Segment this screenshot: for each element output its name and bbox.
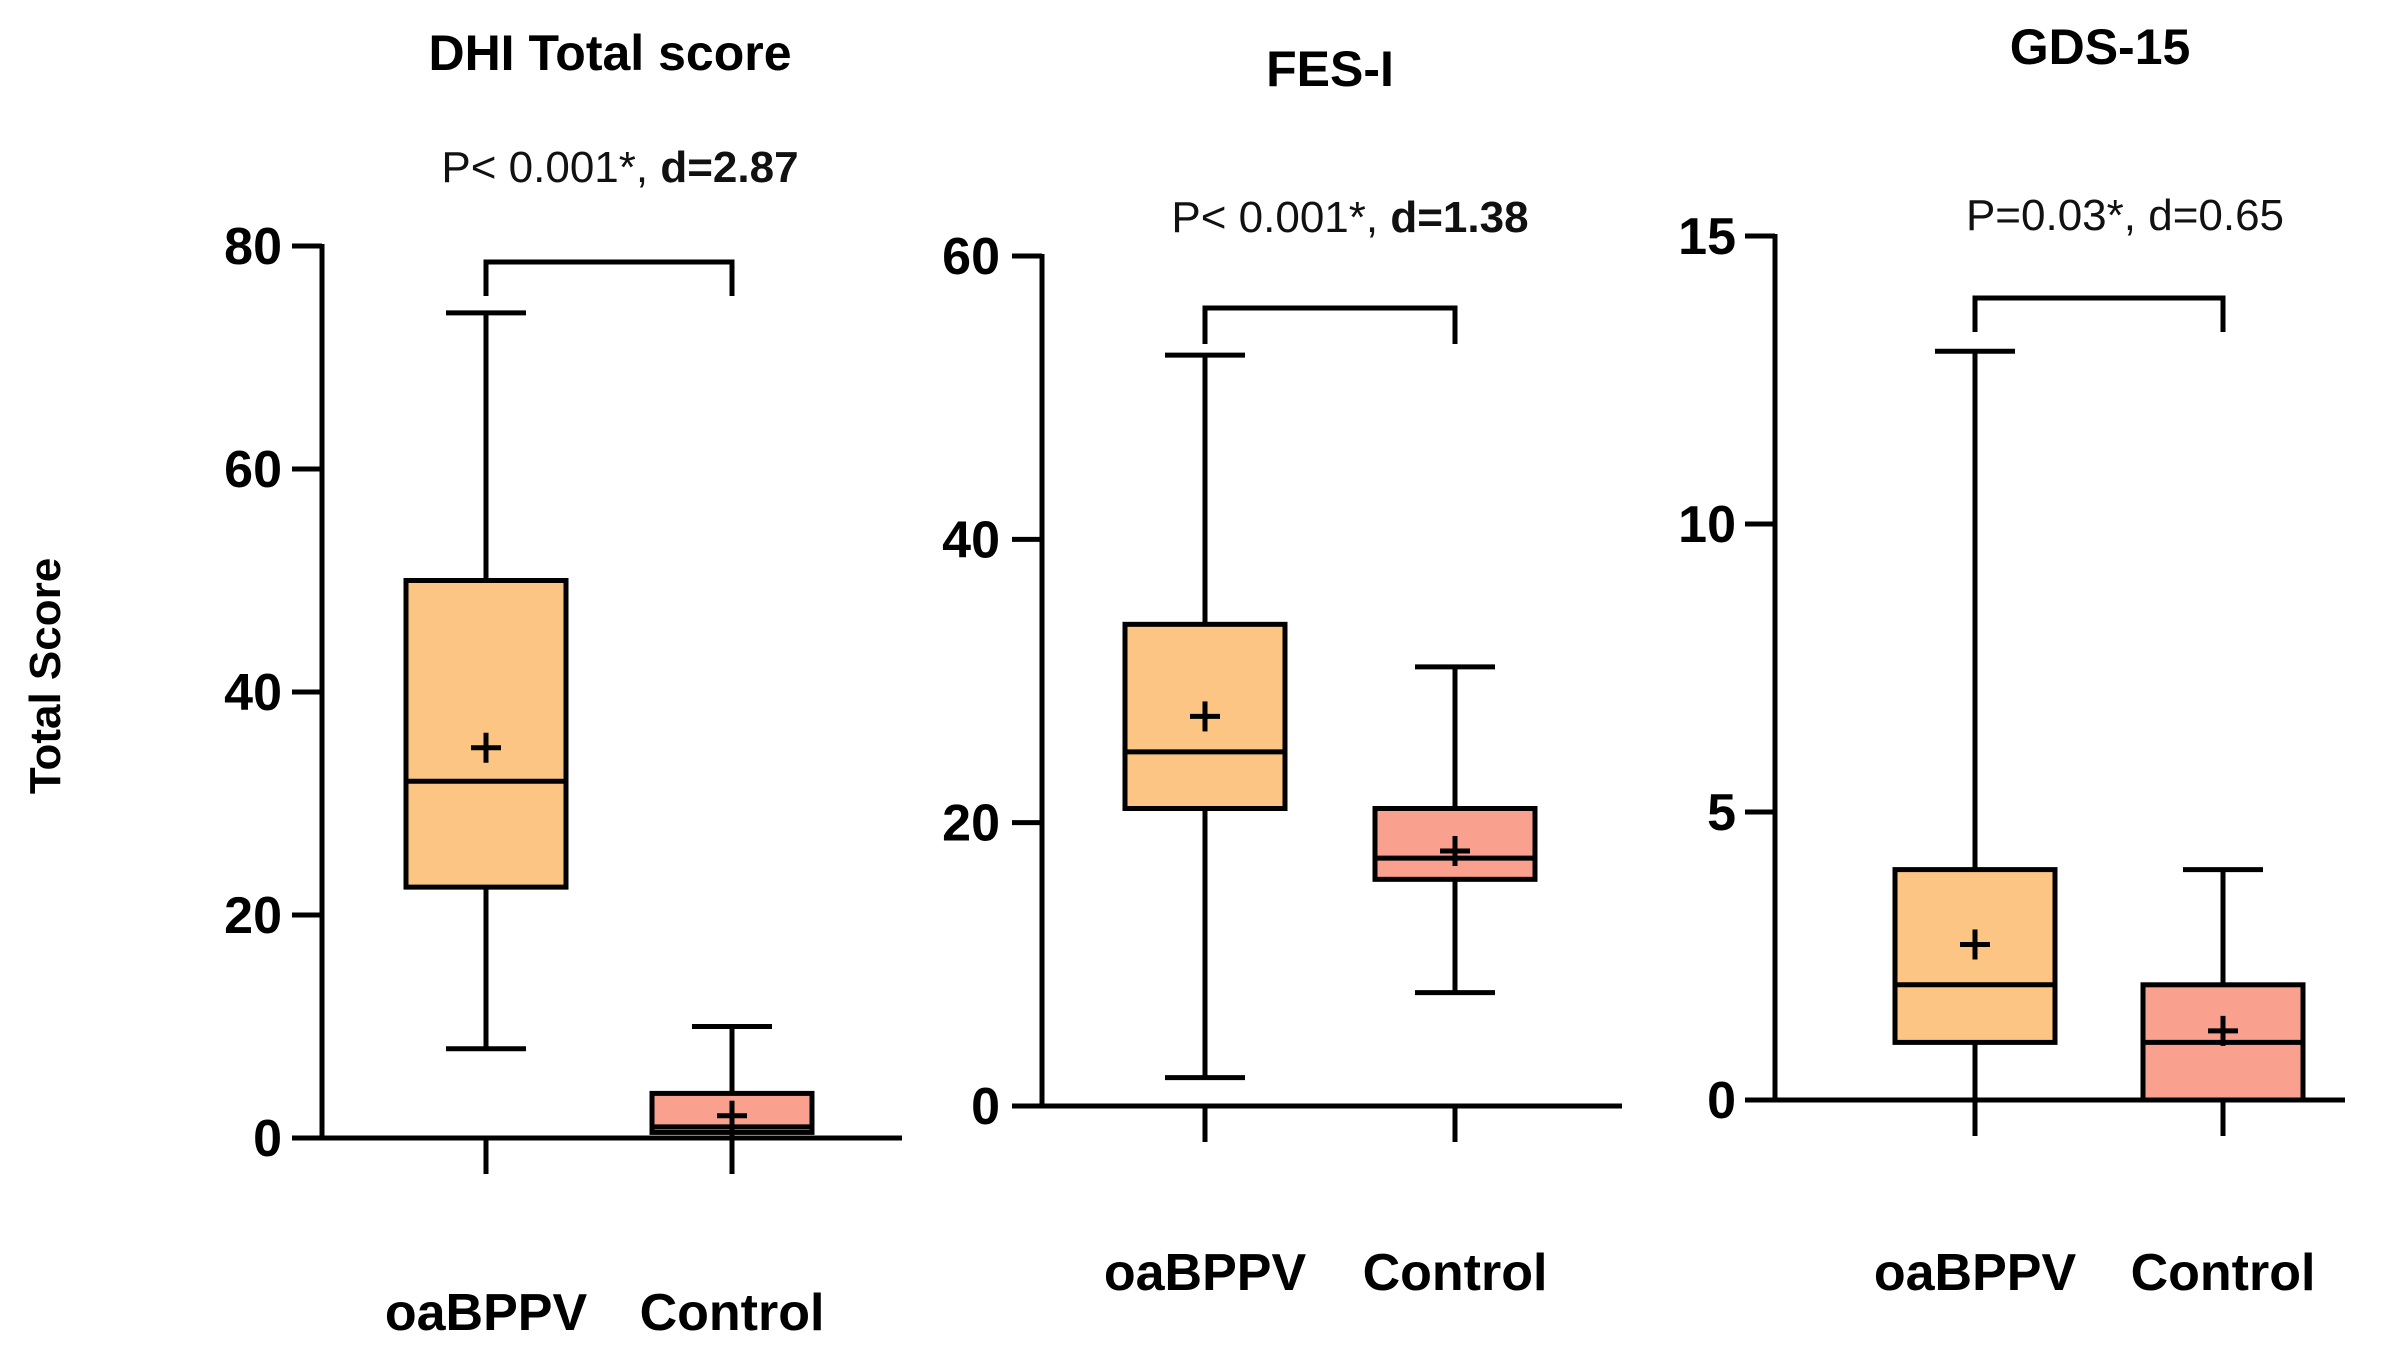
y-tick-label: 60 — [224, 441, 282, 499]
chart-panel-3: GDS-15 P=0.03*, d=0.65 0 5 10 15 oaBPPV Control — [1678, 19, 2345, 1302]
chart-title: FES-I — [1266, 41, 1394, 97]
y-tick-label: 15 — [1678, 208, 1736, 266]
box-oabppv — [1122, 352, 1288, 1081]
stat-annotation: P< 0.001*, d=1.38 — [1171, 193, 1528, 242]
effect-size-text: d=1.38 — [1390, 193, 1528, 242]
p-value-text: P< 0.001*, — [441, 143, 660, 192]
category-label: Control — [2131, 1244, 2316, 1302]
y-tick-label: 40 — [942, 511, 1000, 569]
category-label: oaBPPV — [1874, 1244, 2077, 1302]
y-tick-label: 60 — [942, 228, 1000, 286]
significance-bracket — [483, 259, 735, 296]
y-axis-label: Total Score — [21, 558, 70, 794]
category-label: oaBPPV — [385, 1284, 588, 1342]
stat-annotation: P< 0.001*, d=2.87 — [441, 143, 798, 192]
y-tick-label: 40 — [224, 664, 282, 722]
category-label: Control — [640, 1284, 825, 1342]
significance-bracket — [1202, 305, 1458, 344]
chart-panels: DHI Total score P< 0.001*, d=2.87 0 20 40 60 8… — [224, 19, 2345, 1342]
box-control — [649, 1024, 815, 1138]
category-label: Control — [1363, 1244, 1548, 1302]
p-value-text: P=0.03*, — [1966, 191, 2148, 240]
y-tick-label: 0 — [1707, 1072, 1736, 1130]
p-value-text: P< 0.001*, — [1171, 193, 1390, 242]
y-tick-label: 0 — [971, 1078, 1000, 1136]
y-tick-label: 0 — [253, 1110, 282, 1168]
effect-size-text: d=2.87 — [660, 143, 798, 192]
y-tick-label: 5 — [1707, 784, 1736, 842]
y-tick-label: 80 — [224, 218, 282, 276]
box-control — [1372, 664, 1538, 996]
box-oabppv — [403, 310, 569, 1052]
category-label: oaBPPV — [1104, 1244, 1307, 1302]
chart-title: DHI Total score — [428, 25, 791, 81]
y-tick-label: 10 — [1678, 496, 1736, 554]
stat-annotation: P=0.03*, d=0.65 — [1966, 191, 2284, 240]
significance-bracket — [1972, 295, 2226, 332]
chart-panel-1: DHI Total score P< 0.001*, d=2.87 0 20 40 60 8… — [224, 25, 902, 1342]
y-tick-label: 20 — [942, 795, 1000, 853]
chart-panel-2: FES-I P< 0.001*, d=1.38 0 20 40 60 oaBPPV Contr… — [942, 41, 1622, 1302]
box-oabppv — [1892, 348, 2058, 1100]
y-tick-label: 20 — [224, 887, 282, 945]
chart-title: GDS-15 — [2010, 19, 2191, 75]
effect-size-text: d=0.65 — [2148, 191, 2284, 240]
box-control — [2140, 867, 2306, 1103]
